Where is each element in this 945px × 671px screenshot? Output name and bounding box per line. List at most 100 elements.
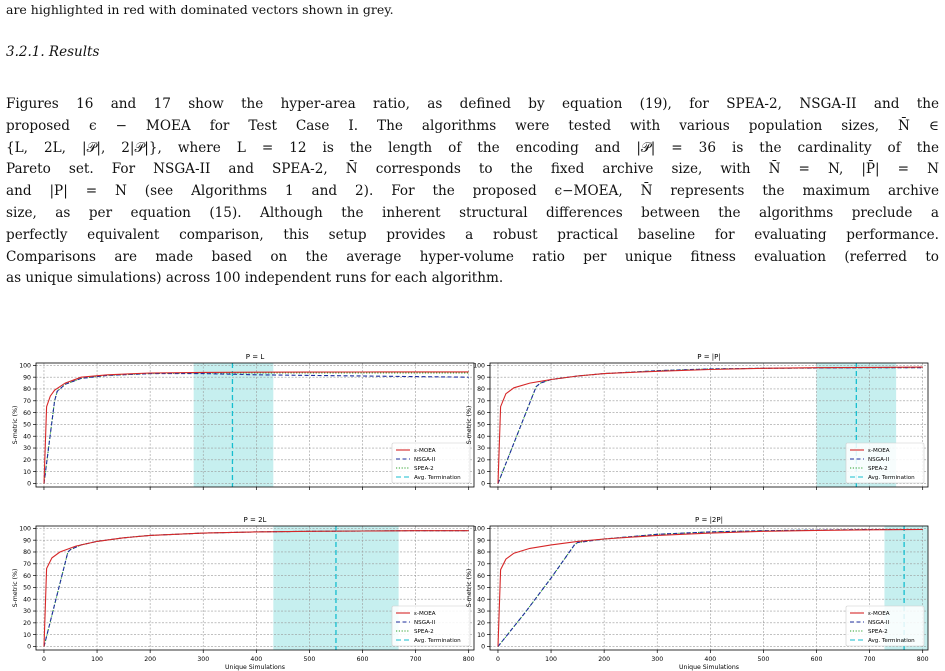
- results-paragraph: Figures 16 and 17 show the hyper-area ra…: [6, 94, 939, 290]
- y-tick-label: 50: [477, 585, 485, 592]
- y-tick-label: 0: [481, 481, 485, 488]
- x-tick-label: 200: [598, 656, 610, 663]
- y-tick-label: 20: [23, 457, 31, 464]
- y-tick-label: 100: [473, 363, 485, 370]
- legend-label: NSGA-II: [414, 620, 435, 626]
- y-tick-label: 70: [23, 561, 31, 568]
- x-tick-label: 0: [496, 656, 500, 663]
- paragraph-line: as unique simulations) across 100 indepe…: [6, 270, 504, 287]
- y-tick-label: 90: [477, 537, 485, 544]
- series-line: [43, 530, 469, 647]
- y-tick-label: 30: [23, 608, 31, 615]
- chart-title: P = |P|: [697, 353, 720, 361]
- y-tick-label: 70: [23, 398, 31, 405]
- x-tick-label: 0: [42, 656, 46, 663]
- y-tick-label: 90: [23, 374, 31, 381]
- y-tick-label: 0: [481, 644, 485, 651]
- y-tick-label: 50: [23, 422, 31, 429]
- legend: ε-MOEA NSGA-II SPEA-2 Avg. Termination: [391, 605, 471, 647]
- y-tick-label: 70: [477, 561, 485, 568]
- legend-label: NSGA-II: [414, 457, 435, 463]
- y-tick-label: 40: [23, 596, 31, 603]
- legend-label: Avg. Termination: [868, 475, 915, 481]
- y-tick-label: 60: [477, 410, 485, 417]
- legend-label: NSGA-II: [868, 457, 889, 463]
- legend: ε-MOEA NSGA-II SPEA-2 Avg. Termination: [845, 605, 925, 647]
- y-axis-label: S-metric (%): [466, 569, 473, 608]
- legend-label: Avg. Termination: [414, 475, 461, 481]
- legend-box: [845, 442, 925, 484]
- series-line: [43, 371, 469, 484]
- y-tick-label: 60: [477, 573, 485, 580]
- x-axis-label: Unique Simulations: [225, 664, 285, 671]
- y-tick-label: 80: [477, 386, 485, 393]
- y-tick-label: 80: [23, 386, 31, 393]
- series-line: [497, 366, 923, 484]
- legend-label: NSGA-II: [868, 620, 889, 626]
- legend-label: SPEA-2: [414, 629, 434, 635]
- x-tick-label: 500: [758, 656, 770, 663]
- y-tick-label: 90: [23, 537, 31, 544]
- y-tick-label: 80: [477, 549, 485, 556]
- y-tick-label: 100: [473, 526, 485, 533]
- termination-band: [193, 363, 274, 487]
- paragraph-line: perfectly equivalent comparison, this se…: [6, 226, 939, 243]
- legend-label: ε-MOEA: [414, 611, 436, 617]
- paragraph-line: Pareto set. For NSGA-II and SPEA-2, N̄ c…: [6, 161, 939, 178]
- figure-caption-tail: are highlighted in red with dominated ve…: [6, 2, 394, 17]
- series-line: [43, 373, 469, 484]
- x-tick-label: 100: [91, 656, 103, 663]
- y-tick-label: 10: [477, 469, 485, 476]
- legend-box: [391, 605, 471, 647]
- chart-title: P = L: [246, 353, 265, 361]
- y-tick-label: 10: [23, 632, 31, 639]
- y-tick-label: 70: [477, 398, 485, 405]
- plot-frame: [489, 525, 929, 651]
- legend-box: [845, 605, 925, 647]
- legend-label: ε-MOEA: [414, 448, 436, 454]
- y-tick-label: 0: [27, 644, 31, 651]
- x-tick-label: 200: [144, 656, 156, 663]
- series-line: [497, 528, 923, 647]
- legend-label: ε-MOEA: [868, 611, 890, 617]
- x-tick-label: 500: [304, 656, 316, 663]
- y-tick-label: 100: [19, 526, 31, 533]
- legend-label: SPEA-2: [868, 466, 888, 472]
- y-tick-label: 40: [23, 433, 31, 440]
- legend: ε-MOEA NSGA-II SPEA-2 Avg. Termination: [845, 442, 925, 484]
- x-tick-label: 300: [651, 656, 663, 663]
- paragraph-line: proposed ϵ − MOEA for Test Case I. The a…: [6, 117, 939, 134]
- x-tick-label: 400: [250, 656, 262, 663]
- x-tick-label: 600: [811, 656, 823, 663]
- paragraph-line: Figures 16 and 17 show the hyper-area ra…: [6, 96, 939, 112]
- legend-box: [391, 442, 471, 484]
- legend-label: SPEA-2: [414, 466, 434, 472]
- subplot-2: 0 10 20 30 40 50 60 70 80 90 100 P = |P| S-metric (%…: [466, 353, 929, 490]
- x-tick-label: 300: [197, 656, 209, 663]
- plot-frame: [489, 362, 929, 488]
- y-tick-label: 20: [477, 457, 485, 464]
- y-tick-label: 30: [477, 608, 485, 615]
- legend-label: SPEA-2: [868, 629, 888, 635]
- y-tick-label: 10: [23, 469, 31, 476]
- y-tick-label: 80: [23, 549, 31, 556]
- legend-label: Avg. Termination: [868, 638, 915, 644]
- y-axis-label: S-metric (%): [12, 569, 19, 608]
- paragraph-line: {L, 2L, |𝒫|, 2|𝒫|}, where L = 12 is the …: [6, 139, 939, 156]
- paragraph-line: Comparisons are made based on the averag…: [6, 248, 939, 265]
- y-axis-label: S-metric (%): [466, 406, 473, 445]
- y-tick-label: 60: [23, 573, 31, 580]
- y-tick-label: 40: [477, 433, 485, 440]
- y-tick-label: 30: [477, 445, 485, 452]
- legend-label: Avg. Termination: [414, 638, 461, 644]
- plot-frame: [35, 525, 475, 651]
- x-axis-label: Unique Simulations: [679, 664, 739, 671]
- y-tick-label: 90: [477, 374, 485, 381]
- y-tick-label: 30: [23, 445, 31, 452]
- paragraph-line: size, as per equation (15). Although the…: [6, 204, 939, 221]
- y-tick-label: 100: [19, 363, 31, 370]
- chart-title: P = |2P|: [695, 516, 723, 524]
- y-tick-label: 10: [477, 632, 485, 639]
